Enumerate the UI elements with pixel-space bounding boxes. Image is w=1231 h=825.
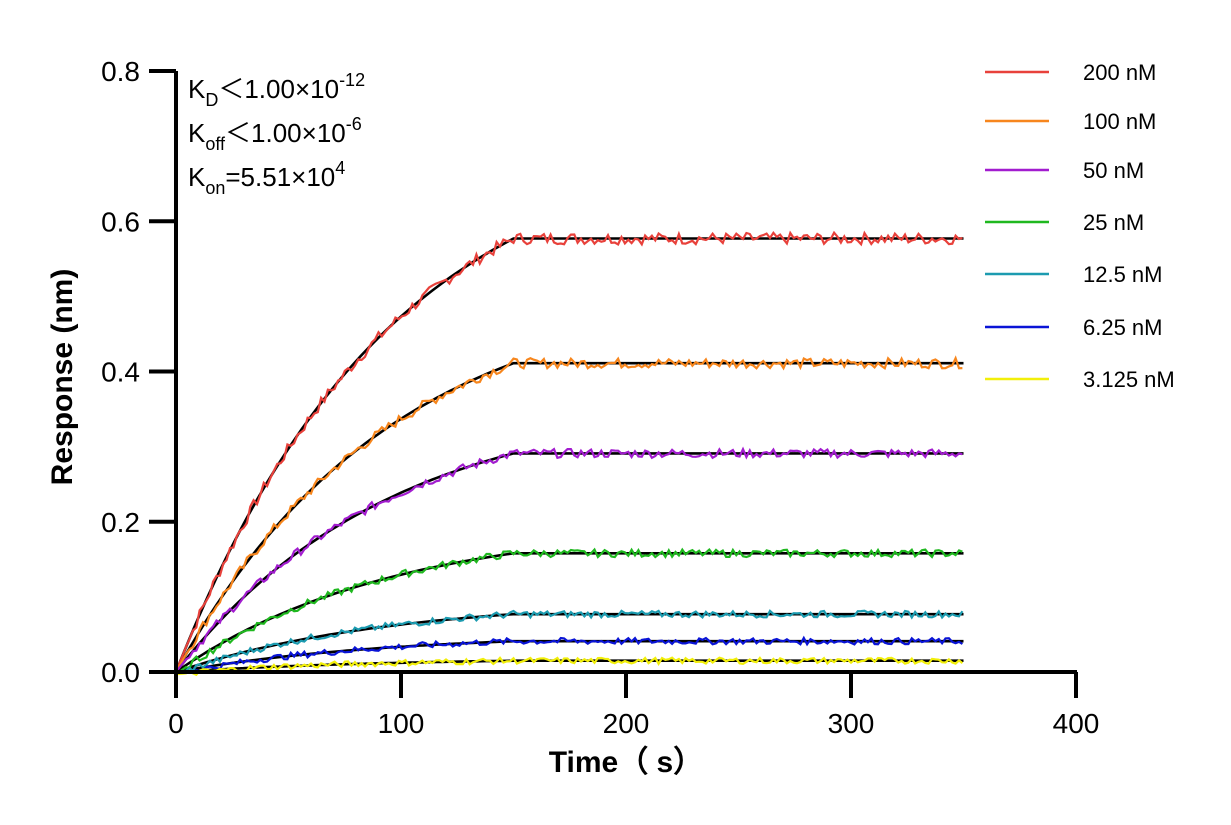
response-curve — [175, 446, 963, 673]
legend-label: 12.5 nM — [1083, 262, 1163, 287]
fit-curve — [175, 552, 964, 674]
response-curve — [175, 355, 963, 673]
y-axis-title: Response (nm) — [46, 269, 79, 486]
x-tick-label: 400 — [1053, 708, 1100, 739]
legend: 200 nM 100 nM 50 nM 25 nM 12.5 nM 6.25 nM 3.12… — [985, 60, 1175, 392]
response-curve — [175, 609, 964, 676]
legend-label: 200 nM — [1083, 60, 1156, 85]
fit-curves — [174, 237, 964, 674]
legend-label: 100 nM — [1083, 109, 1156, 134]
y-tick-label: 0.2 — [101, 507, 140, 538]
y-tick-label: 0.4 — [101, 357, 140, 388]
x-ticks: 0 100 200 300 400 — [168, 672, 1099, 739]
x-tick-label: 300 — [828, 708, 875, 739]
response-curves — [174, 230, 964, 677]
x-tick-label: 200 — [603, 708, 650, 739]
kinetic-constant: KD＜1.00×10-12 — [188, 70, 365, 110]
kinetic-constant: Kon=5.51×104 — [188, 158, 345, 198]
fit-curve — [174, 452, 964, 673]
fit-curve — [174, 237, 964, 673]
response-curve — [175, 547, 963, 676]
legend-label: 3.125 nM — [1083, 367, 1175, 392]
legend-label: 6.25 nM — [1083, 315, 1163, 340]
x-tick-label: 0 — [168, 708, 184, 739]
y-tick-label: 0.8 — [101, 56, 140, 87]
fit-curve — [174, 361, 964, 673]
response-curve — [175, 656, 964, 677]
y-ticks: 0.0 0.2 0.4 0.6 0.8 — [101, 56, 176, 688]
y-tick-label: 0.6 — [101, 206, 140, 237]
y-tick-label: 0.0 — [101, 657, 140, 688]
response-curve — [175, 635, 963, 676]
legend-label: 25 nM — [1083, 210, 1144, 235]
x-axis-title: Time（ s） — [549, 745, 704, 779]
kinetic-constant: Koff＜1.00×10-6 — [188, 114, 362, 154]
x-tick-label: 100 — [378, 708, 425, 739]
legend-label: 50 nM — [1083, 158, 1144, 183]
response-curve — [174, 230, 963, 673]
